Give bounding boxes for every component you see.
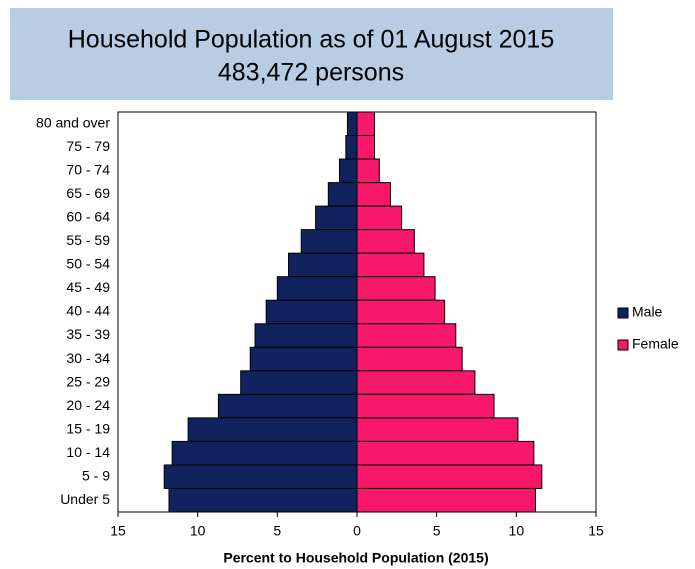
bar <box>346 111 358 137</box>
y-tick-label: 70 - 74 <box>66 162 110 178</box>
bar <box>356 346 463 372</box>
y-tick-label: 50 - 54 <box>66 256 110 272</box>
bar <box>300 229 358 254</box>
bar <box>276 276 358 301</box>
y-tick-label: 30 - 34 <box>66 350 110 366</box>
bar <box>356 229 415 254</box>
bar <box>171 440 358 466</box>
bar <box>356 440 535 466</box>
x-tick-label: 0 <box>353 523 361 539</box>
y-tick-label: 75 - 79 <box>66 138 110 154</box>
bar <box>356 111 376 137</box>
legend-label: Female <box>632 336 679 352</box>
y-tick-label: 5 - 9 <box>82 467 110 483</box>
bar <box>327 182 358 207</box>
x-tick-label: 5 <box>273 523 281 539</box>
bar <box>356 158 380 184</box>
bar <box>254 323 358 348</box>
bar <box>356 393 495 419</box>
bar <box>356 135 376 160</box>
y-tick-label: 10 - 14 <box>66 444 110 460</box>
y-tick-label: 55 - 59 <box>66 232 110 248</box>
bar <box>168 487 358 513</box>
chart-subtitle: 483,472 persons <box>218 59 404 87</box>
bar <box>356 276 436 301</box>
bar <box>187 417 358 442</box>
x-tick-label: 15 <box>110 523 126 539</box>
legend-label: Male <box>632 304 663 320</box>
y-tick-label: 65 - 69 <box>66 185 110 201</box>
y-tick-label: 35 - 39 <box>66 326 110 342</box>
x-axis-title: Percent to Household Population (2015) <box>223 550 488 566</box>
y-tick-label: 60 - 64 <box>66 209 110 225</box>
bar <box>163 464 358 489</box>
bar <box>287 252 358 278</box>
y-tick-label: Under 5 <box>60 491 110 507</box>
bar <box>249 346 358 372</box>
bar <box>217 393 358 419</box>
bar <box>356 464 543 489</box>
y-tick-label: 45 - 49 <box>66 279 110 295</box>
bar <box>265 299 358 325</box>
bar <box>356 252 425 278</box>
bar <box>356 417 519 442</box>
y-tick-label: 15 - 19 <box>66 420 110 436</box>
x-tick-label: 5 <box>433 523 441 539</box>
x-tick-label: 10 <box>509 523 525 539</box>
y-tick-label: 25 - 29 <box>66 373 110 389</box>
y-tick-label: 20 - 24 <box>66 397 110 413</box>
x-tick-label: 15 <box>588 523 604 539</box>
chart-title: Household Population as of 01 August 201… <box>68 26 555 54</box>
title-box <box>10 8 613 100</box>
bar <box>356 299 446 325</box>
bar <box>356 323 457 348</box>
bar <box>356 205 403 231</box>
bar <box>356 370 476 395</box>
bar <box>356 487 536 513</box>
legend-swatch <box>617 339 629 351</box>
legend-swatch <box>617 307 629 319</box>
bar <box>338 158 358 184</box>
y-tick-label: 80 and over <box>36 114 110 130</box>
bar <box>315 205 358 231</box>
bar <box>356 182 391 207</box>
y-tick-label: 40 - 44 <box>66 303 110 319</box>
bar <box>345 135 358 160</box>
bar <box>240 370 358 395</box>
x-tick-label: 10 <box>190 523 206 539</box>
